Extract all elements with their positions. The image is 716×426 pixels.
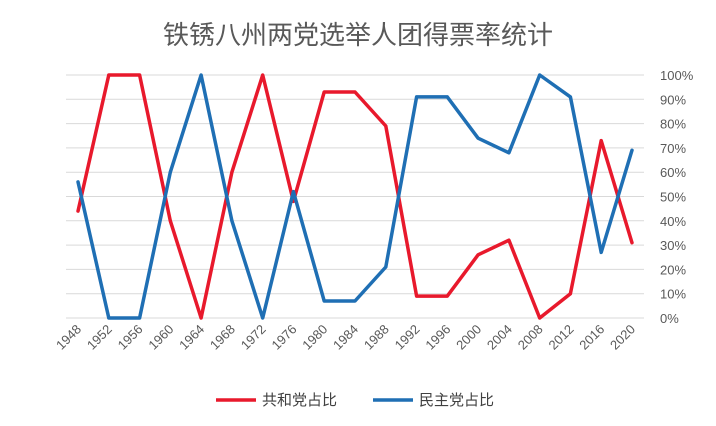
series-lines: [76, 73, 634, 320]
y-tick-label: 40%: [660, 214, 686, 229]
data-point: [76, 180, 80, 184]
data-point: [168, 219, 172, 223]
x-tick-label: 1968: [207, 322, 238, 353]
y-tick-label: 20%: [660, 262, 686, 277]
x-tick-label: 1956: [115, 322, 146, 353]
data-point: [107, 73, 111, 77]
data-point: [322, 90, 326, 94]
y-tick-label: 60%: [660, 165, 686, 180]
x-tick-label: 1988: [361, 322, 392, 353]
y-tick-label: 0%: [660, 311, 679, 326]
data-point: [568, 95, 572, 99]
data-point: [322, 299, 326, 303]
x-tick-label: 1980: [299, 322, 330, 353]
data-point: [353, 90, 357, 94]
data-point: [353, 299, 357, 303]
legend-label: 民主党占比: [419, 391, 494, 409]
x-tick-label: 1964: [176, 322, 207, 353]
x-axis-tick-labels: 1948 1952 1956 1960 1964 1968 1972 1976 1980 1984…: [53, 322, 638, 353]
x-tick-label: 1992: [392, 322, 423, 353]
y-tick-label: 100%: [660, 68, 694, 83]
data-point: [630, 241, 634, 245]
data-point: [230, 170, 234, 174]
data-point: [168, 170, 172, 174]
data-point: [199, 73, 203, 77]
legend-item: 民主党占比: [373, 391, 494, 409]
data-point: [261, 316, 265, 320]
data-point: [76, 209, 80, 213]
data-point: [476, 253, 480, 257]
data-point: [384, 124, 388, 128]
y-tick-label: 50%: [660, 190, 686, 205]
x-tick-label: 2012: [546, 322, 577, 353]
data-point: [568, 292, 572, 296]
y-axis-tick-labels: 0% 10% 20% 30% 40% 50% 60% 70% 80% 90% 100%: [660, 68, 694, 326]
chart-title: 铁锈八州两党选举人团得票率统计: [163, 21, 553, 51]
y-tick-label: 70%: [660, 141, 686, 156]
y-tick-label: 30%: [660, 238, 686, 253]
x-tick-label: 2016: [576, 322, 607, 353]
data-point: [107, 316, 111, 320]
legend-item: 共和党占比: [216, 391, 337, 409]
x-tick-label: 1952: [84, 322, 115, 353]
data-point: [138, 73, 142, 77]
data-point: [599, 250, 603, 254]
x-tick-label: 2008: [515, 322, 546, 353]
data-point: [415, 294, 419, 298]
x-tick-label: 2020: [607, 322, 638, 353]
data-point: [630, 148, 634, 152]
x-tick-label: 1948: [53, 322, 84, 353]
data-point: [291, 190, 295, 194]
x-tick-label: 1972: [238, 322, 269, 353]
gridlines: [66, 74, 644, 319]
legend-label: 共和党占比: [262, 391, 337, 409]
y-tick-label: 80%: [660, 117, 686, 132]
x-tick-label: 2004: [484, 322, 515, 353]
x-tick-label: 1976: [269, 322, 300, 353]
data-point: [599, 139, 603, 143]
x-tick-label: 1996: [422, 322, 453, 353]
data-point: [445, 95, 449, 99]
data-point: [507, 238, 511, 242]
data-point: [538, 316, 542, 320]
x-tick-label: 2000: [453, 322, 484, 353]
legend: 共和党占比 民主党占比: [216, 391, 494, 409]
data-point: [445, 294, 449, 298]
data-point: [415, 95, 419, 99]
data-point: [138, 316, 142, 320]
y-tick-label: 10%: [660, 287, 686, 302]
data-point: [230, 219, 234, 223]
x-tick-label: 1960: [145, 322, 176, 353]
data-point: [199, 316, 203, 320]
data-point: [384, 265, 388, 269]
x-tick-label: 1984: [330, 322, 361, 353]
data-point: [507, 151, 511, 155]
y-tick-label: 90%: [660, 92, 686, 107]
data-point: [261, 73, 265, 77]
data-point: [476, 136, 480, 140]
data-point: [538, 73, 542, 77]
series-2: [76, 73, 634, 320]
